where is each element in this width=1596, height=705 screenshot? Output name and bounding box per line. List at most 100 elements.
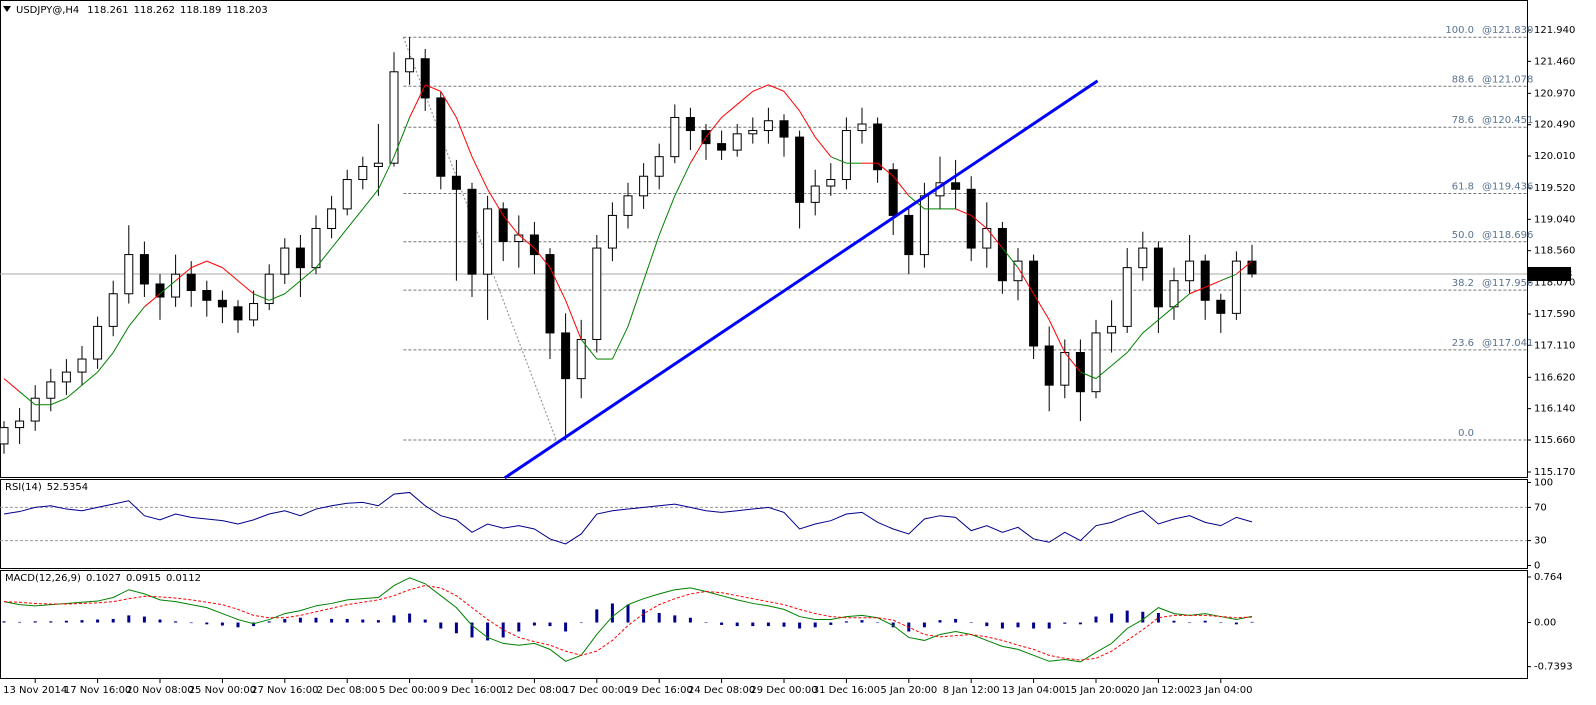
- macd-histogram-bar: [579, 622, 583, 624]
- macd-histogram-bar: [969, 622, 973, 624]
- y-tick-label: 119.520: [1534, 183, 1575, 194]
- candle-body: [46, 381, 56, 399]
- moving-average-segment: [549, 267, 567, 301]
- moving-average-segment: [362, 188, 379, 210]
- moving-average-segment: [799, 110, 816, 138]
- moving-average-segment: [721, 104, 738, 118]
- macd-histogram-bar: [283, 618, 287, 623]
- moving-average-segment: [284, 280, 301, 295]
- macd-histogram-bar: [1172, 620, 1176, 623]
- candle-body: [30, 397, 40, 422]
- macd-histogram-bar: [782, 622, 786, 627]
- moving-average-segment: [455, 117, 473, 157]
- moving-average-segment: [1095, 365, 1112, 380]
- macd-histogram-bar: [423, 619, 427, 623]
- candle-body: [919, 195, 929, 256]
- moving-average-segment: [1048, 319, 1066, 353]
- moving-average-segment: [377, 156, 395, 190]
- candle-body: [1107, 325, 1117, 334]
- header-price: 118.262: [134, 5, 175, 16]
- candle-body: [77, 358, 87, 373]
- y-tick-label: 120.970: [1534, 88, 1575, 99]
- macd-last-value: 0.0112: [166, 573, 201, 584]
- candle-body: [171, 273, 181, 298]
- candle-body: [327, 208, 337, 229]
- rsi-panel-frame: [0, 479, 1528, 569]
- x-tick-label: 13 Jan 04:00: [1002, 685, 1065, 696]
- macd-histogram-bar: [751, 622, 755, 627]
- candle-body: [1091, 332, 1101, 393]
- macd-panel-frame: [0, 570, 1528, 679]
- moving-average-segment: [534, 247, 551, 268]
- moving-average-segment: [66, 384, 83, 399]
- candle-body: [888, 169, 898, 216]
- candle-body: [124, 254, 134, 295]
- candle-body: [514, 234, 524, 243]
- moving-average-segment: [783, 91, 800, 112]
- macd-histogram-bar: [798, 622, 802, 629]
- moving-average-segment: [643, 234, 660, 281]
- macd-histogram-bar: [486, 622, 490, 641]
- macd-histogram-bar: [361, 619, 365, 623]
- y-tick-label: 116.140: [1534, 404, 1575, 415]
- macd-histogram-bar: [174, 621, 178, 623]
- candle-body: [264, 273, 274, 305]
- moving-average-segment: [144, 293, 161, 308]
- moving-average-segment: [19, 391, 36, 406]
- menu-arrow: [3, 6, 11, 12]
- macd-histogram-bar: [1156, 612, 1160, 623]
- macd-histogram-bar: [1188, 622, 1192, 624]
- candle-body: [639, 175, 649, 197]
- candle-body: [389, 71, 399, 164]
- candle-body: [358, 165, 368, 181]
- candle-body: [763, 120, 773, 132]
- x-tick-label: 23 Jan 04:00: [1189, 685, 1252, 696]
- macd-histogram-bar: [252, 622, 256, 627]
- macd-histogram-bar: [220, 622, 224, 626]
- trendline: [503, 79, 1099, 480]
- moving-average-segment: [580, 339, 598, 360]
- moving-average-segment: [97, 352, 114, 373]
- moving-average-segment: [1017, 267, 1035, 295]
- rsi-tick-label: 0: [1534, 561, 1540, 572]
- candle-body: [405, 58, 415, 73]
- macd-main-line: [3, 577, 1253, 663]
- macd-histogram-bar: [392, 615, 396, 623]
- x-tick-label: 2 Dec 08:00: [317, 685, 378, 696]
- macd-histogram-bar: [922, 622, 926, 628]
- moving-average-segment: [892, 175, 910, 197]
- macd-histogram-bar: [1063, 622, 1067, 624]
- candle-body: [311, 227, 321, 269]
- fib-price-label: @120.451: [1482, 115, 1533, 126]
- candle-body: [436, 97, 446, 177]
- macd-histogram-bar: [96, 619, 100, 623]
- fib-price-label: @117.956: [1482, 278, 1533, 289]
- macd-histogram-bar: [1078, 622, 1082, 625]
- moving-average-segment: [955, 208, 972, 216]
- x-tick-label: 5 Jan 20:00: [880, 685, 937, 696]
- candle-body: [1231, 260, 1241, 314]
- macd-histogram-bar: [985, 622, 989, 627]
- moving-average-segment: [1158, 306, 1175, 321]
- candle-body: [61, 371, 71, 383]
- moving-average-segment: [1064, 352, 1081, 373]
- candle-body: [467, 188, 477, 275]
- candle-body: [748, 130, 758, 135]
- x-tick-label: 20 Jan 12:00: [1127, 685, 1190, 696]
- moving-average-segment: [1002, 247, 1019, 268]
- y-tick-label: 121.940: [1534, 25, 1575, 36]
- candle-body: [966, 188, 976, 249]
- macd-histogram-bar: [501, 622, 505, 638]
- moving-average-segment: [1142, 319, 1159, 334]
- macd-histogram-bar: [673, 615, 677, 623]
- candle-body: [717, 143, 727, 151]
- macd-histogram-bar: [2, 621, 6, 623]
- macd-histogram-bar: [1094, 616, 1098, 623]
- fib-level-label: 50.0: [1452, 230, 1474, 241]
- x-tick-label: 8 Jan 12:00: [943, 685, 1000, 696]
- macd-histogram-bar: [189, 622, 193, 624]
- macd-histogram-bar: [298, 617, 302, 623]
- macd-histogram-bar: [938, 620, 942, 623]
- macd-histogram-bar: [439, 622, 443, 629]
- macd-histogram-bar: [642, 609, 646, 623]
